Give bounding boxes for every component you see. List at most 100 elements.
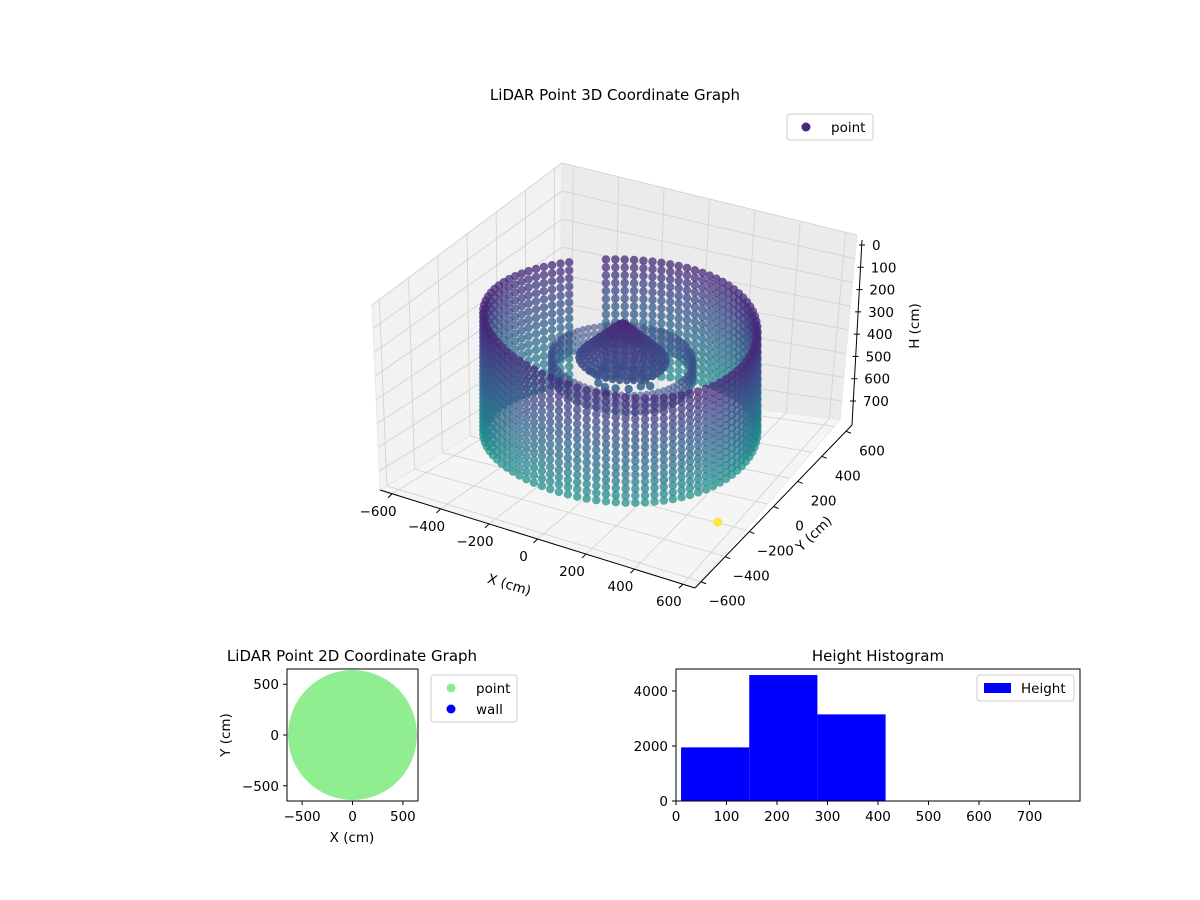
z-tick-label-3d: 400 xyxy=(867,327,893,343)
data-point xyxy=(554,399,564,408)
data-point xyxy=(563,417,573,426)
data-point xyxy=(515,440,524,450)
data-point xyxy=(582,494,591,503)
data-point xyxy=(522,391,531,400)
data-point xyxy=(685,396,695,405)
data-point xyxy=(690,339,700,349)
data-point xyxy=(621,400,630,409)
data-point xyxy=(621,428,630,437)
data-point xyxy=(611,434,620,443)
data-point xyxy=(715,471,724,481)
data-point xyxy=(620,271,629,280)
data-point xyxy=(594,378,603,387)
data-point xyxy=(642,374,651,383)
data-point xyxy=(556,307,565,317)
data-point xyxy=(705,351,714,360)
data-point xyxy=(601,440,611,449)
data-point xyxy=(517,277,526,286)
data-point xyxy=(705,293,714,302)
data-point xyxy=(547,285,557,294)
data-point xyxy=(693,407,703,416)
x-tick-label-histogram: 100 xyxy=(714,809,740,825)
data-point xyxy=(650,421,659,431)
data-point xyxy=(668,433,677,442)
data-point xyxy=(611,498,620,507)
data-point xyxy=(629,286,639,296)
data-point xyxy=(640,428,650,438)
legend-3d-box xyxy=(786,113,874,141)
data-point xyxy=(565,282,574,291)
data-point xyxy=(621,449,630,458)
data-point xyxy=(529,410,539,420)
data-point xyxy=(640,463,650,472)
data-point xyxy=(708,388,718,397)
grid-line-back-horizontal xyxy=(561,190,855,260)
data-point xyxy=(515,456,524,465)
data-point xyxy=(701,478,710,487)
data-point xyxy=(715,431,724,441)
data-point xyxy=(708,455,718,464)
data-point xyxy=(595,372,604,380)
data-point xyxy=(601,497,611,506)
data-point xyxy=(668,413,677,422)
data-point xyxy=(650,435,659,444)
legend-2d-point-label: point xyxy=(476,681,510,697)
data-point xyxy=(674,306,683,316)
data-point xyxy=(592,438,601,447)
data-point xyxy=(529,478,539,487)
ticks-histogram: 0 100 200 300 400 500 600 700 0 2000 4000 xyxy=(634,684,1043,825)
data-point xyxy=(517,342,526,351)
data-point xyxy=(668,481,677,490)
data-point xyxy=(529,373,539,382)
data-point xyxy=(650,469,659,479)
data-point xyxy=(674,269,683,278)
data-point xyxy=(611,302,620,311)
data-point xyxy=(721,401,731,410)
data-point xyxy=(515,372,524,381)
data-point xyxy=(715,405,724,414)
data-point xyxy=(659,434,668,444)
data-point xyxy=(611,270,620,280)
data-point xyxy=(712,296,721,305)
legend-3d-label: point xyxy=(831,120,865,136)
data-point xyxy=(682,278,692,288)
data-point xyxy=(621,414,630,423)
data-point xyxy=(582,400,591,409)
grid-line-left-horizontal xyxy=(371,162,563,306)
data-point xyxy=(668,447,677,456)
data-point xyxy=(611,263,620,272)
data-point xyxy=(708,408,718,417)
data-point xyxy=(539,295,549,304)
data-point xyxy=(554,421,564,430)
data-point xyxy=(508,459,518,469)
data-point xyxy=(650,456,659,465)
z-tick-label-3d: 100 xyxy=(871,260,897,276)
data-point xyxy=(705,344,714,353)
data-point xyxy=(539,351,549,361)
data-point xyxy=(665,385,673,393)
data-point xyxy=(685,436,695,446)
data-point xyxy=(677,493,686,502)
data-point xyxy=(668,494,677,504)
data-point xyxy=(721,388,731,397)
data-point xyxy=(685,402,695,412)
data-point xyxy=(659,496,668,505)
data-point xyxy=(715,425,724,434)
data-point xyxy=(721,434,731,444)
data-point xyxy=(690,310,700,319)
data-point xyxy=(573,434,582,443)
data-point xyxy=(721,408,731,417)
data-point xyxy=(515,387,524,396)
data-point xyxy=(640,456,650,465)
data-point xyxy=(621,491,630,500)
data-point xyxy=(537,369,547,378)
data-point xyxy=(708,428,718,437)
data-point xyxy=(585,331,592,338)
data-point xyxy=(585,324,592,332)
data-point xyxy=(621,463,630,472)
data-point xyxy=(708,441,718,451)
data-point xyxy=(659,448,668,457)
data-point xyxy=(650,401,659,410)
data-point xyxy=(631,477,640,486)
data-point xyxy=(573,383,582,392)
